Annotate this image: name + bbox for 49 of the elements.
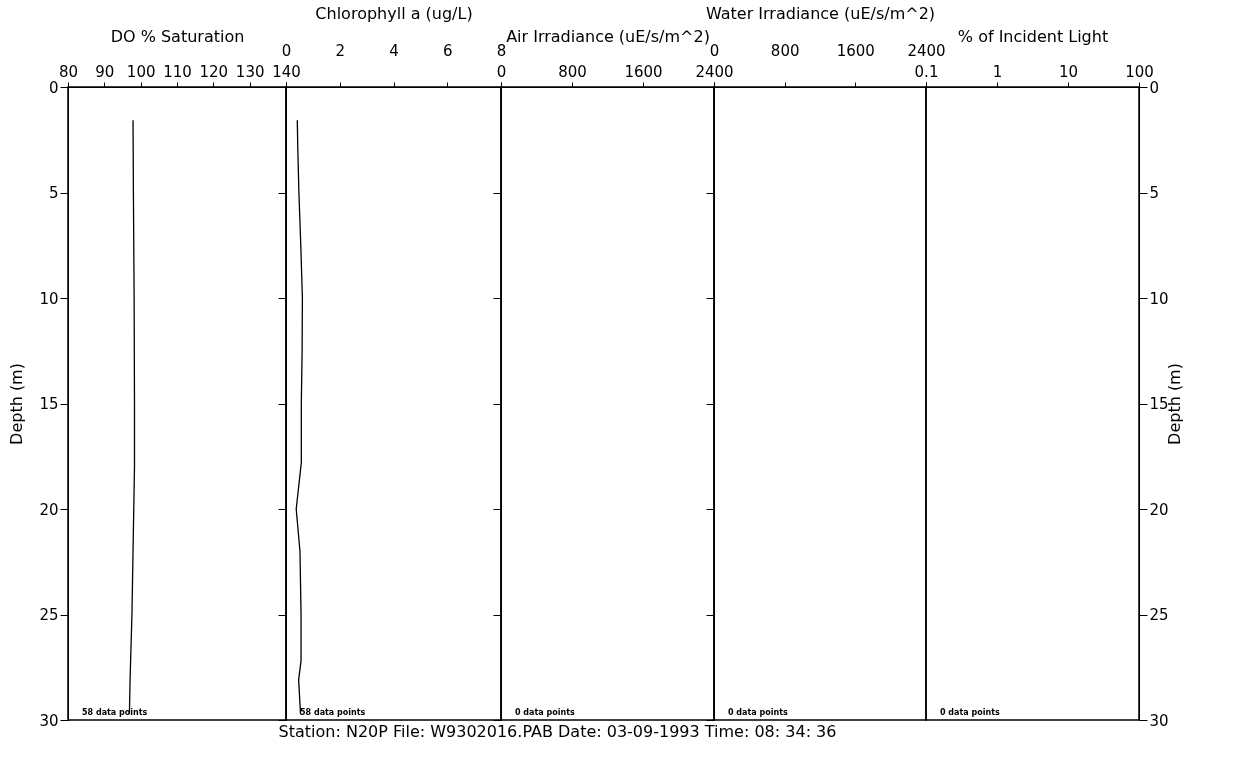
y-tick-label: 5 xyxy=(48,184,59,202)
y-tick-label: 0 xyxy=(1149,78,1160,97)
x-tick-label: 0.1 xyxy=(914,62,939,81)
x-tick-label: 120 xyxy=(199,62,229,81)
y-tick-label: 10 xyxy=(39,289,59,308)
x-tick-label: 800 xyxy=(558,62,587,81)
x-axis-title: Chlorophyll a (ug/L) xyxy=(315,3,473,23)
x-axis-title: Water Irradiance (uE/s/m^2) xyxy=(705,3,936,23)
x-axis-title: Air Irradiance (uE/s/m^2) xyxy=(506,26,710,46)
x-tick-label: 10 xyxy=(1058,62,1079,81)
y-tick-label: 20 xyxy=(39,500,59,519)
y-tick-label: 25 xyxy=(39,606,59,624)
y-tick-label: 0 xyxy=(48,78,59,97)
y-tick-label: 15 xyxy=(39,395,59,413)
annotation: 0 data points xyxy=(940,708,1000,717)
x-axis-title: DO % Saturation xyxy=(110,26,245,46)
annotation: 58 data points xyxy=(300,708,366,717)
x-tick-label: 0 xyxy=(281,41,292,60)
y-axis-title: Depth (m) xyxy=(7,363,27,445)
x-tick-label: 0 xyxy=(496,62,507,81)
annotation: 0 data points xyxy=(515,708,575,717)
y-tick-label: 30 xyxy=(39,711,59,730)
x-tick-label: 1600 xyxy=(624,62,663,81)
annotation: 58 data points xyxy=(82,708,148,717)
x-axis-title: % of Incident Light xyxy=(957,26,1109,46)
x-tick-label: 140 xyxy=(272,62,301,81)
x-tick-label: 6 xyxy=(442,41,453,60)
x-tick-label: 80 xyxy=(58,62,79,81)
annotation: 0 data points xyxy=(728,708,788,717)
x-tick-label: 130 xyxy=(235,62,265,81)
x-tick-label: 90 xyxy=(95,62,115,81)
y-tick-label: 20 xyxy=(1149,500,1169,519)
x-tick-label: 2 xyxy=(335,41,346,60)
x-tick-label: 1 xyxy=(992,62,1003,81)
x-tick-label: 100 xyxy=(1125,62,1154,81)
x-tick-label: 800 xyxy=(770,41,800,60)
x-tick-label: 100 xyxy=(126,62,156,81)
x-tick-label: 8 xyxy=(496,41,507,60)
text: Station: N20P File: W9302016.PAB Date: 03-09-1993 Time: 08: 34: 36 xyxy=(278,722,837,741)
x-tick-label: 2400 xyxy=(907,41,946,60)
y-tick-label: 25 xyxy=(1149,606,1169,624)
x-tick-label: 0 xyxy=(709,41,720,60)
y-tick-label: 5 xyxy=(1149,184,1160,202)
x-tick-label: 4 xyxy=(389,41,399,60)
x-tick-label: 110 xyxy=(163,62,192,81)
y-tick-label: 10 xyxy=(1149,289,1169,308)
y-tick-label: 30 xyxy=(1149,711,1169,730)
x-tick-label: 2400 xyxy=(695,62,734,81)
x-tick-label: 1600 xyxy=(836,41,875,60)
